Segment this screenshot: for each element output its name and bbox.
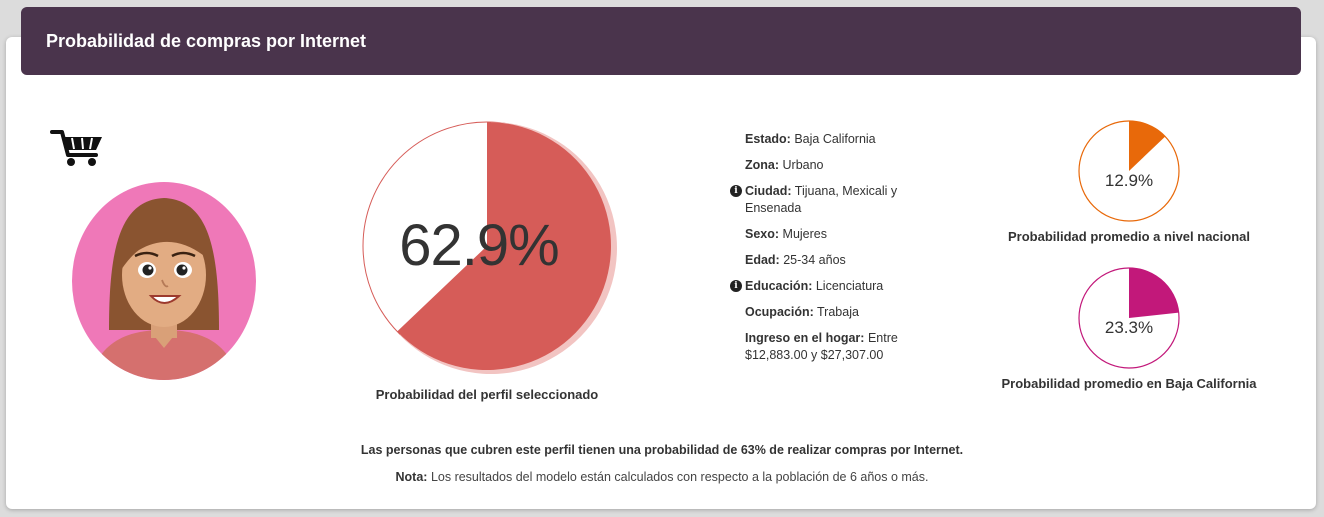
card-header: Probabilidad de compras por Internet [21,7,1301,75]
pie-slice [397,122,611,370]
pie-slice [1129,121,1166,171]
note-text: Nota: Los resultados del modelo están ca… [395,470,929,484]
state-probability-value: 23.3% [1104,318,1154,337]
detail-ocupacion: Ocupación: Trabaja [745,305,859,319]
detail-edad: Edad: 25-34 años [745,253,846,267]
state-probability-caption: Probabilidad promedio en Baja California [1001,376,1257,391]
detail-educacion: i Educación: Licenciatura [728,278,928,295]
info-icon[interactable]: i [730,185,742,197]
info-icon[interactable]: i [730,280,742,292]
profile-probability-pie [362,121,617,374]
page-title: Probabilidad de compras por Internet [46,30,367,51]
detail-ciudad: i Ciudad: Tijuana, Mexicali y Ensenada [728,183,928,217]
profile-probability-value: 62.9% [399,213,559,278]
profile-details: Estado: Baja California Zona: Urbano i C… [728,131,928,373]
profile-probability-caption: Probabilidad del perfil seleccionado [375,387,599,402]
detail-estado: Estado: Baja California [745,132,876,146]
shopping-cart-icon [50,130,102,166]
state-probability-pie [1078,267,1180,369]
pie-slice [1129,268,1179,318]
national-probability-caption: Probabilidad promedio a nivel nacional [1008,229,1250,244]
national-probability-value: 12.9% [1104,171,1154,190]
detail-sexo: Sexo: Mujeres [745,227,827,241]
detail-ingreso: Ingreso en el hogar: Entre $12,883.00 y … [745,331,898,362]
detail-zona: Zona: Urbano [745,158,824,172]
national-probability-pie [1078,120,1180,222]
woman-avatar [72,182,256,380]
summary-text: Las personas que cubren este perfil tien… [360,443,964,457]
